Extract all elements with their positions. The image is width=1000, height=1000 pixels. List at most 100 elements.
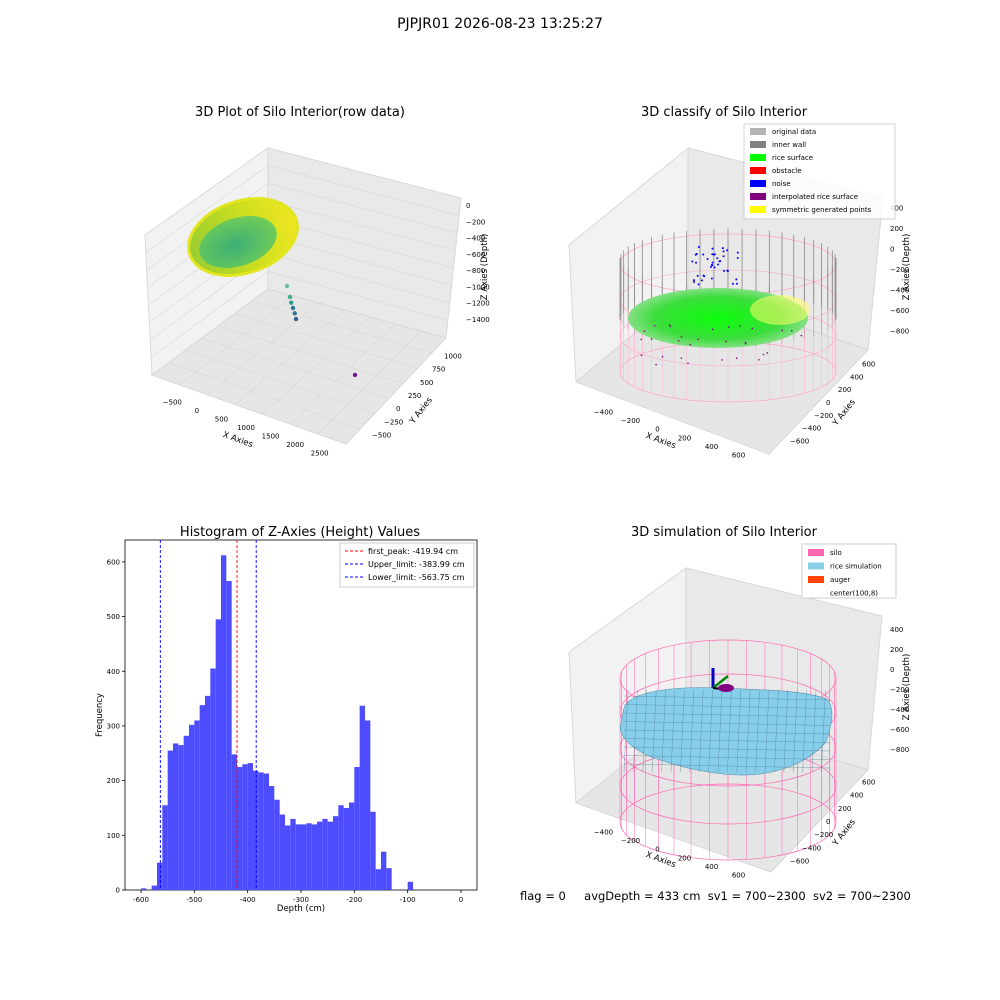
interpolated-point xyxy=(735,357,738,360)
interpolated-point xyxy=(751,327,754,330)
x-tick-label: −400 xyxy=(594,828,613,836)
legend-swatch xyxy=(750,141,766,148)
noise-point xyxy=(692,279,695,282)
histogram-bar xyxy=(157,862,163,890)
histogram-bar xyxy=(327,821,333,890)
histogram-bar xyxy=(141,888,147,890)
histogram-bar xyxy=(194,720,200,890)
noise-point xyxy=(722,255,725,258)
histogram-bar xyxy=(173,743,179,890)
y-tick-label: 400 xyxy=(850,373,863,381)
plot-raw-zlabel: Z Axies (Depth) xyxy=(480,234,490,301)
rice-mesh-line xyxy=(793,689,798,773)
legend-label: interpolated rice surface xyxy=(772,193,858,201)
rice-mesh-line xyxy=(811,689,817,773)
histogram-bar xyxy=(338,805,344,890)
noise-point xyxy=(712,253,715,256)
outlier-point xyxy=(289,300,294,305)
x-tick-label: −200 xyxy=(621,837,640,845)
y-tick-label: 750 xyxy=(432,366,445,374)
noise-point xyxy=(710,263,713,266)
histogram-xlabel: Depth (cm) xyxy=(277,904,325,914)
y-tick-label: 400 xyxy=(107,668,120,676)
interpolated-point xyxy=(668,324,671,326)
z-tick-label: −800 xyxy=(890,746,909,754)
rice-mesh-line xyxy=(623,721,831,726)
interpolated-point xyxy=(680,357,683,360)
legend-swatch xyxy=(808,562,824,570)
noise-point xyxy=(736,256,739,259)
histogram-bar xyxy=(162,805,168,890)
interpolated-point xyxy=(725,340,727,343)
y-tick-label: 0 xyxy=(826,399,830,407)
histogram-bar xyxy=(285,825,291,890)
y-tick-label: 200 xyxy=(838,386,851,394)
rice-mesh-line xyxy=(755,689,760,773)
x-tick-label: −500 xyxy=(163,398,182,406)
y-tick-label: 200 xyxy=(107,777,120,785)
histogram-bar xyxy=(370,811,376,890)
interpolated-point xyxy=(800,334,803,337)
noise-point xyxy=(695,261,698,264)
noise-point xyxy=(735,278,738,281)
x-tick-label: 500 xyxy=(215,415,228,423)
noise-point xyxy=(695,252,698,255)
rice-mesh-line xyxy=(708,689,713,773)
legend-label: Lower_limit: -563.75 cm xyxy=(368,573,465,582)
y-tick-label: 500 xyxy=(420,379,433,387)
plot-classify-xlabel: X Axies xyxy=(644,431,677,451)
y-tick-label: 100 xyxy=(107,832,120,840)
legend-label: first_peak: -419.94 cm xyxy=(368,547,458,556)
histogram-bar xyxy=(237,766,243,890)
noise-point xyxy=(713,266,716,269)
y-tick-label: −400 xyxy=(802,425,821,433)
z-tick-label: −1200 xyxy=(466,300,490,308)
noise-point xyxy=(726,269,729,272)
histogram-bar xyxy=(365,720,371,890)
histogram-bar xyxy=(189,724,195,890)
x-tick-label: -100 xyxy=(400,896,416,904)
z-tick-label: 400 xyxy=(890,204,903,212)
x-tick-label: 2000 xyxy=(286,441,304,449)
rice-mesh-line xyxy=(623,704,831,709)
noise-point xyxy=(702,274,705,277)
histogram-bar xyxy=(349,802,355,890)
plot-classify-zlabel: Z Axies (Depth) xyxy=(902,234,912,301)
x-tick-label: 600 xyxy=(732,872,745,880)
x-tick-label: 200 xyxy=(678,854,691,862)
interpolated-point xyxy=(758,358,760,361)
rice-mesh-line xyxy=(623,738,831,743)
histogram-bar xyxy=(151,885,157,890)
interpolated-point xyxy=(650,338,653,341)
legend-swatch xyxy=(750,128,766,135)
noise-point xyxy=(702,253,705,256)
interpolated-point xyxy=(640,338,643,341)
simulation-title: 3D simulation of Silo Interior xyxy=(631,525,818,540)
x-tick-label: 2500 xyxy=(311,450,329,458)
y-tick-label: −600 xyxy=(790,438,809,446)
histogram-bar xyxy=(215,619,221,890)
histogram-bar xyxy=(178,745,184,890)
histogram-bar xyxy=(375,869,381,890)
legend-swatch xyxy=(750,167,766,174)
rice-mesh-line xyxy=(623,689,629,773)
z-tick-label: −1000 xyxy=(466,283,490,291)
histogram-bar xyxy=(343,807,349,890)
y-tick-label: −200 xyxy=(814,412,833,420)
noise-point xyxy=(691,260,694,263)
histogram-bar xyxy=(322,818,328,890)
interpolated-point xyxy=(766,352,769,354)
interpolated-point xyxy=(655,363,657,366)
histogram-bar xyxy=(290,818,296,890)
legend-label: symmetric generated points xyxy=(772,206,872,214)
histogram-bar xyxy=(295,824,301,890)
y-tick-label: −500 xyxy=(372,431,391,439)
rice-mesh-line xyxy=(623,755,831,760)
histogram-bar xyxy=(205,695,211,890)
legend-label: obstacle xyxy=(772,167,802,175)
histogram-bar xyxy=(183,735,189,890)
simulation-legend: silo rice simulation auger center(100,8) xyxy=(801,543,897,599)
x-tick-label: 0 xyxy=(195,407,199,415)
z-tick-label: −600 xyxy=(890,307,909,315)
